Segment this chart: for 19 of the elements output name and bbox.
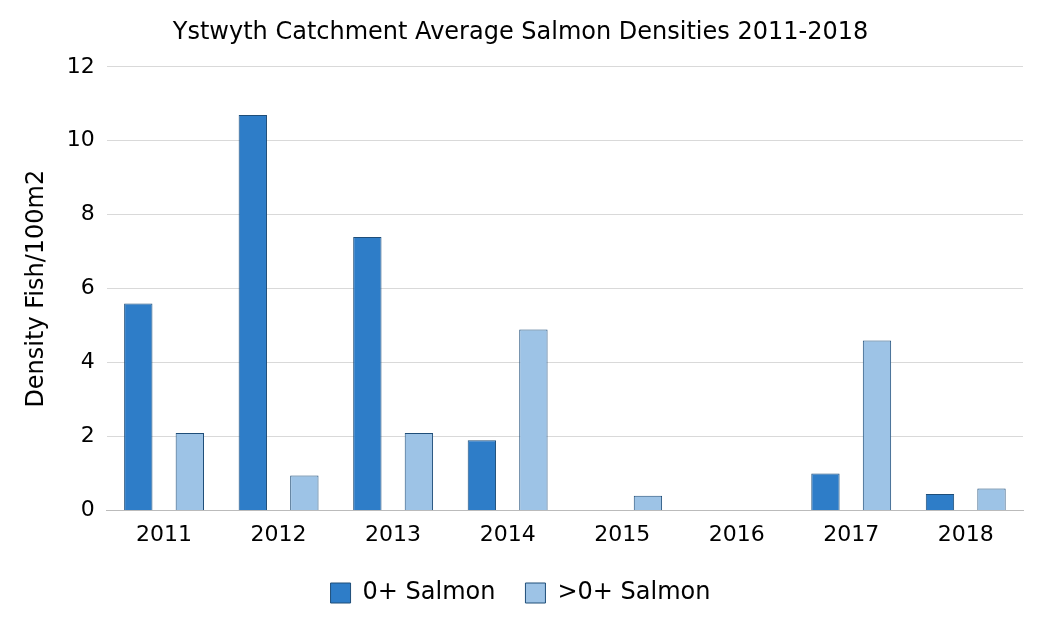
x-tick-label: 2012 xyxy=(250,520,307,546)
x-tick-label: 2013 xyxy=(365,520,422,546)
y-tick-label: 6 xyxy=(80,274,95,300)
x-tick-label: 2011 xyxy=(136,520,193,546)
y-tick-label: 12 xyxy=(66,52,95,78)
x-tick-label: 2017 xyxy=(823,520,880,546)
y-tick-label: 2 xyxy=(80,422,95,448)
y-tick-label: 4 xyxy=(80,348,95,374)
y-axis-title: Density Fish/100m2 xyxy=(20,169,49,408)
legend-label: >0+ Salmon xyxy=(557,577,711,606)
x-tick-label: 2015 xyxy=(594,520,651,546)
x-tick-label: 2018 xyxy=(937,520,994,546)
y-tick-label: 10 xyxy=(66,126,95,152)
x-tick-label: 2016 xyxy=(708,520,765,546)
legend-label: 0+ Salmon xyxy=(362,577,496,606)
x-tick-label: 2014 xyxy=(479,520,536,546)
y-tick-label: 8 xyxy=(80,200,95,226)
chart-title: Ystwyth Catchment Average Salmon Densities 2011-2018 xyxy=(171,16,869,45)
y-tick-label: 0 xyxy=(80,496,95,522)
